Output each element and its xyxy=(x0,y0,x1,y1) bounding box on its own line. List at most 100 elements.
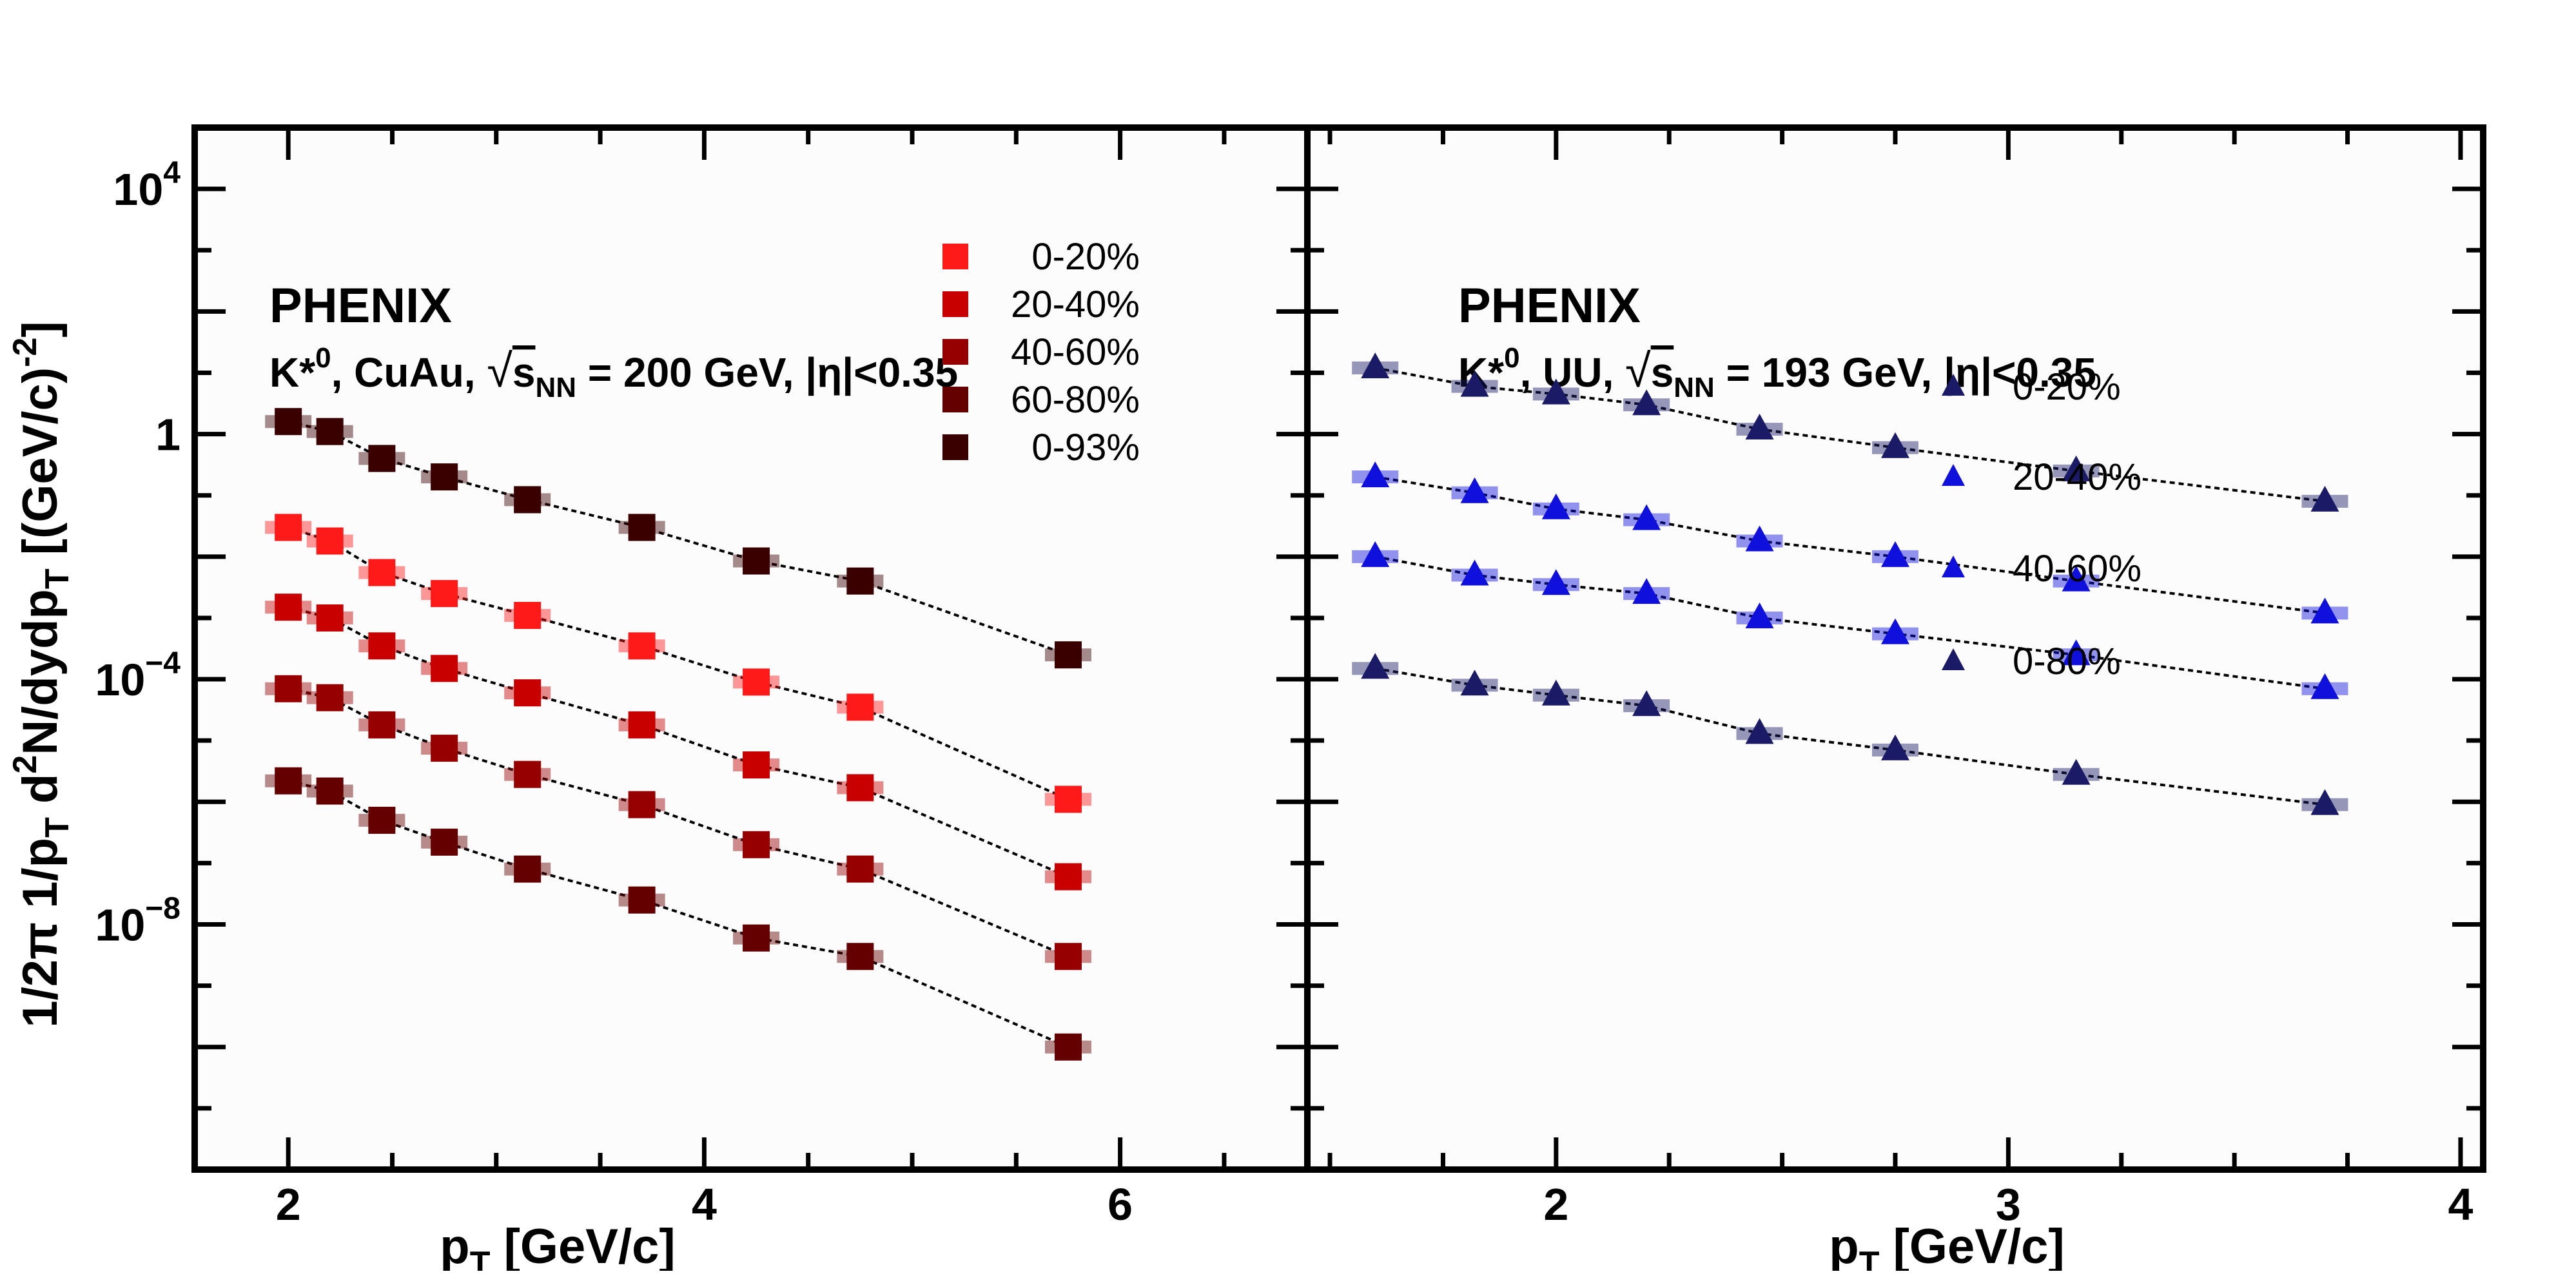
legend-label: 0-20% xyxy=(2013,366,2121,408)
data-point xyxy=(2310,673,2339,699)
x-tick-label: 2 xyxy=(1543,1179,1568,1230)
y-tick-exponent: 4 xyxy=(163,156,181,190)
data-point xyxy=(743,831,770,858)
data-point xyxy=(1361,653,1390,679)
data-point xyxy=(275,767,302,795)
legend-marker xyxy=(1942,464,1965,486)
series-2 xyxy=(265,594,1091,891)
legend-label: 0-93% xyxy=(1031,427,1140,468)
info-s: s xyxy=(1651,349,1674,396)
y-tick-label: 10−4 xyxy=(95,646,181,705)
data-point xyxy=(316,777,344,805)
data-point xyxy=(743,751,770,779)
data-point xyxy=(368,559,396,586)
data-point xyxy=(1054,863,1082,891)
info-sub: NN xyxy=(535,372,576,403)
y-tick-label: 104 xyxy=(113,156,181,215)
legend-marker xyxy=(942,387,968,412)
data-point xyxy=(316,604,344,632)
data-point xyxy=(743,547,770,575)
data-point xyxy=(628,632,656,660)
data-point xyxy=(1054,786,1082,813)
y-label-sup: 2 xyxy=(6,755,44,774)
data-point xyxy=(1881,541,1909,567)
y-label-sub: T xyxy=(39,817,76,838)
data-point xyxy=(846,567,874,595)
plot-frame xyxy=(1304,124,2486,1173)
data-point xyxy=(1054,1033,1082,1061)
legend-label: 0-80% xyxy=(2013,641,2121,682)
series-4 xyxy=(265,767,1091,1061)
y-label-part: ] xyxy=(13,321,68,337)
system-info: K*0, CuAu, √sNN = 200 GeV, |η|<0.35 xyxy=(269,342,958,403)
data-point xyxy=(431,463,458,491)
experiment-title: PHENIX xyxy=(1458,278,1641,333)
series-1 xyxy=(1352,352,2348,512)
data-point xyxy=(1745,718,1774,744)
legend-label: 40-60% xyxy=(1011,331,1140,373)
data-point xyxy=(514,855,542,883)
info-s: s xyxy=(512,349,536,396)
y-label-sub: T xyxy=(39,568,76,589)
y-tick-base: 1 xyxy=(155,410,181,460)
data-point xyxy=(1881,618,1909,644)
y-label-sup: -2 xyxy=(6,338,44,367)
data-point xyxy=(1054,943,1082,970)
data-point xyxy=(743,668,770,696)
data-point xyxy=(1460,559,1489,586)
data-point xyxy=(275,594,302,621)
data-point xyxy=(1541,679,1570,706)
fit-curve xyxy=(288,420,1069,657)
data-point xyxy=(431,735,458,762)
fit-curve xyxy=(1374,476,2325,615)
data-point xyxy=(1361,461,1390,488)
data-point xyxy=(846,943,874,970)
y-label-part: [(GeV/c) xyxy=(13,367,68,569)
data-point xyxy=(628,514,656,541)
legend-marker xyxy=(942,434,968,460)
data-point xyxy=(1361,541,1390,567)
data-point xyxy=(1632,504,1661,530)
series-2 xyxy=(1352,461,2348,624)
x-axis-label-sub: T xyxy=(1859,1245,1880,1271)
data-point xyxy=(1881,734,1909,760)
x-tick-label: 4 xyxy=(2448,1179,2473,1230)
data-point xyxy=(316,527,344,555)
data-point xyxy=(846,693,874,721)
x-axis-label-rest: [GeV/c] xyxy=(491,1219,676,1271)
data-point xyxy=(1632,389,1661,416)
series-1 xyxy=(265,514,1091,813)
data-point xyxy=(2062,455,2091,481)
y-tick-label: 1 xyxy=(155,410,181,460)
data-point xyxy=(2062,639,2091,666)
x-axis-label-main: p xyxy=(1829,1219,1859,1271)
legend-marker xyxy=(942,339,968,365)
plot-area xyxy=(1307,128,2483,1170)
x-tick-label: 3 xyxy=(1996,1179,2021,1230)
data-point xyxy=(743,924,770,952)
data-point xyxy=(368,445,396,472)
info-system: , UU, xyxy=(1520,349,1626,396)
legend-marker xyxy=(942,291,968,317)
series-3 xyxy=(1352,541,2348,699)
legend-marker xyxy=(1942,648,1965,670)
y-axis-label: 1/2π 1/pT d2N/dydpT [(GeV/c)-2] xyxy=(6,321,76,1027)
data-point xyxy=(316,418,344,445)
data-point xyxy=(431,828,458,856)
data-point xyxy=(316,684,344,711)
info-rest: = 200 GeV, |η|<0.35 xyxy=(576,349,958,396)
info-sup: 0 xyxy=(315,342,331,374)
x-tick-label: 2 xyxy=(276,1179,301,1230)
data-point xyxy=(514,486,542,514)
data-point xyxy=(628,791,656,818)
legend-label: 20-40% xyxy=(2013,456,2142,498)
data-point xyxy=(2062,565,2091,592)
data-point xyxy=(1361,352,1390,378)
legend-label: 0-20% xyxy=(1031,236,1140,278)
data-point xyxy=(275,675,302,702)
data-point xyxy=(846,855,874,883)
